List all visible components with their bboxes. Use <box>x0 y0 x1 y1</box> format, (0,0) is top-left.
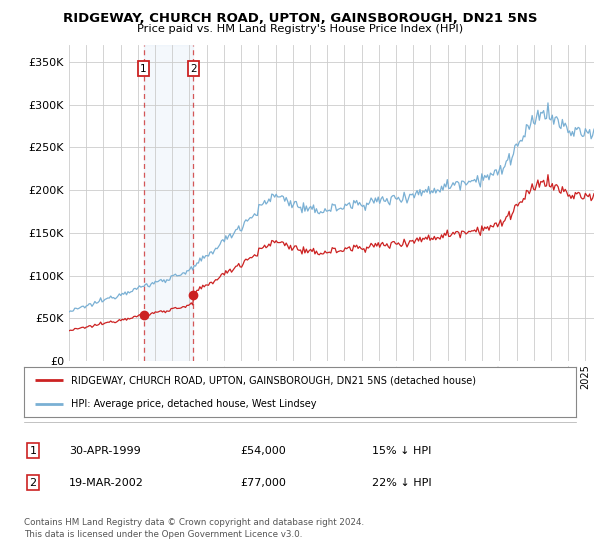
Text: Price paid vs. HM Land Registry's House Price Index (HPI): Price paid vs. HM Land Registry's House … <box>137 24 463 34</box>
Text: HPI: Average price, detached house, West Lindsey: HPI: Average price, detached house, West… <box>71 399 316 409</box>
Text: RIDGEWAY, CHURCH ROAD, UPTON, GAINSBOROUGH, DN21 5NS: RIDGEWAY, CHURCH ROAD, UPTON, GAINSBOROU… <box>63 12 537 25</box>
Text: 22% ↓ HPI: 22% ↓ HPI <box>372 478 431 488</box>
Text: 15% ↓ HPI: 15% ↓ HPI <box>372 446 431 456</box>
Bar <box>143 45 193 361</box>
Text: Contains HM Land Registry data © Crown copyright and database right 2024.
This d: Contains HM Land Registry data © Crown c… <box>24 518 364 539</box>
Text: 30-APR-1999: 30-APR-1999 <box>69 446 141 456</box>
Text: 2: 2 <box>190 64 197 73</box>
Text: 19-MAR-2002: 19-MAR-2002 <box>69 478 144 488</box>
Text: £77,000: £77,000 <box>240 478 286 488</box>
Text: RIDGEWAY, CHURCH ROAD, UPTON, GAINSBOROUGH, DN21 5NS (detached house): RIDGEWAY, CHURCH ROAD, UPTON, GAINSBOROU… <box>71 375 476 385</box>
Text: 1: 1 <box>29 446 37 456</box>
Text: 1: 1 <box>140 64 147 73</box>
Text: £54,000: £54,000 <box>240 446 286 456</box>
Text: 2: 2 <box>29 478 37 488</box>
